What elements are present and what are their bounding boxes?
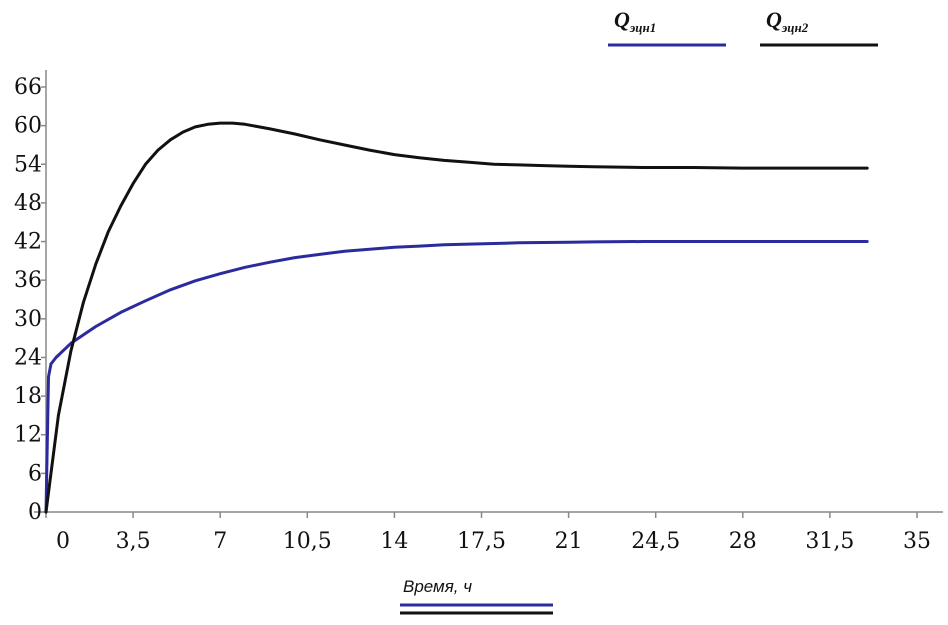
- y-tick-label: 18: [14, 384, 42, 409]
- y-tick-label: 6: [28, 461, 42, 486]
- x-tick-label: 14: [380, 529, 408, 554]
- legend-label: Qэцн1: [614, 7, 656, 35]
- x-axis-title-group: Время, ч: [400, 577, 553, 615]
- series-line-2: [44, 121, 869, 514]
- y-tick-label: 0: [28, 500, 42, 525]
- series-lines: [44, 121, 869, 514]
- legend: Qэцн1 Qэцн2: [608, 7, 878, 47]
- legend-item-1: Qэцн1: [608, 7, 726, 47]
- x-tick-label: 35: [903, 529, 931, 554]
- y-tick-label: 66: [14, 75, 42, 100]
- y-tick-label: 42: [14, 230, 42, 255]
- y-tick-label: 48: [14, 191, 42, 216]
- x-tick-label: 3,5: [116, 529, 151, 554]
- x-tick-label: 17,5: [457, 529, 506, 554]
- y-tick-label: 30: [14, 307, 42, 332]
- series-line-1: [44, 240, 869, 514]
- y-tick-label: 54: [14, 152, 42, 177]
- y-tick-label: 12: [14, 423, 42, 448]
- x-tick-label: 10,5: [283, 529, 332, 554]
- y-tick-label: 60: [14, 114, 42, 139]
- x-tick-label: 21: [555, 529, 583, 554]
- x-tick-label: 7: [213, 529, 227, 554]
- x-axis-ticks: 0 3,5 7 10,5 14 17,5 21 24,5 28 31,5 35: [45, 512, 931, 554]
- axes: [34, 70, 943, 514]
- y-axis-ticks: 0 6 12 18 24 30 36 42 48 54 60 66: [14, 75, 46, 525]
- y-tick-label: 24: [14, 345, 42, 370]
- x-tick-label: 0: [56, 529, 70, 554]
- legend-label: Qэцн2: [766, 7, 809, 35]
- x-tick-label: 31,5: [805, 529, 854, 554]
- x-tick-label: 24,5: [631, 529, 680, 554]
- x-axis-label: Время, ч: [403, 577, 472, 596]
- x-tick-label: 28: [729, 529, 757, 554]
- y-tick-label: 36: [14, 268, 42, 293]
- legend-item-2: Qэцн2: [760, 7, 878, 47]
